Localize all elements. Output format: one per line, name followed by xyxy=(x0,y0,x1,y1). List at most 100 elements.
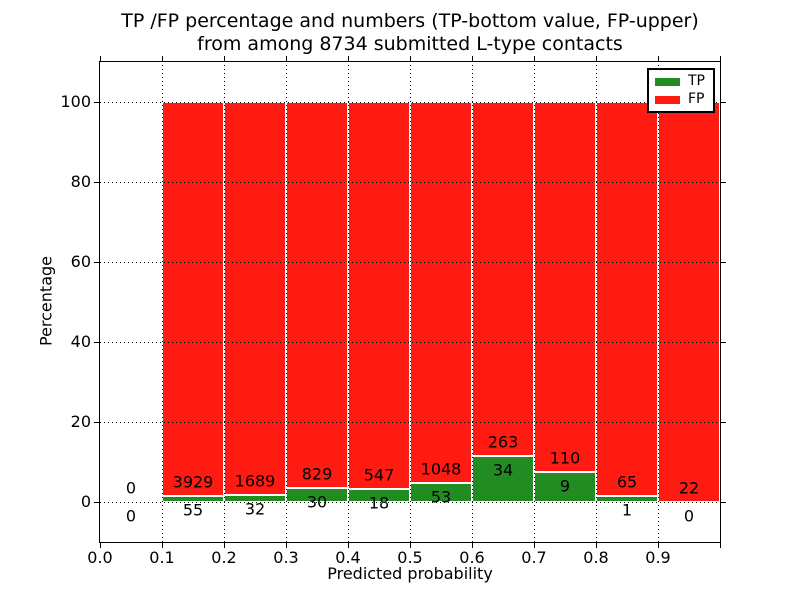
fp-count-label: 65 xyxy=(616,472,638,492)
x-tick-mark-top xyxy=(99,56,101,61)
x-gridline xyxy=(596,62,597,542)
x-tick-mark-bottom xyxy=(223,543,225,548)
x-tick-label: 0.9 xyxy=(645,548,671,567)
tp-count-label: 53 xyxy=(430,487,452,507)
bar-fp xyxy=(658,102,720,502)
x-tick-label: 0.5 xyxy=(397,548,423,567)
fp-count-label: 1689 xyxy=(234,471,276,491)
x-gridline xyxy=(410,62,411,542)
bar-tp xyxy=(534,471,596,502)
tp-count-label: 55 xyxy=(182,500,204,520)
x-tick-label: 0.6 xyxy=(459,548,485,567)
tp-count-label: 0 xyxy=(125,506,137,526)
legend-item-tp: TP xyxy=(655,74,707,89)
tp-count-label: 34 xyxy=(492,460,514,480)
x-gridline xyxy=(162,62,163,542)
x-tick-label: 0.1 xyxy=(149,548,175,567)
bar-fp xyxy=(410,102,472,483)
y-tick-mark-left xyxy=(94,422,99,423)
x-tick-label: 0.8 xyxy=(583,548,609,567)
bar-fp xyxy=(596,102,658,496)
x-gridline xyxy=(348,62,349,542)
legend-item-fp: FP xyxy=(655,92,707,107)
x-tick-mark-bottom xyxy=(409,543,411,548)
x-tick-mark-top xyxy=(409,56,411,61)
y-tick-mark-left xyxy=(94,262,99,263)
x-tick-mark-bottom xyxy=(595,543,597,548)
x-gridline xyxy=(286,62,287,542)
bar-fp xyxy=(348,102,410,490)
legend-label-fp: FP xyxy=(688,91,705,107)
x-tick-mark-bottom xyxy=(719,543,721,548)
y-tick-label: 100 xyxy=(60,92,91,111)
x-tick-mark-bottom xyxy=(533,543,535,548)
tp-count-label: 30 xyxy=(306,492,328,512)
tp-count-label: 18 xyxy=(368,493,390,513)
tp-count-label: 9 xyxy=(559,476,571,496)
legend-swatch-tp-icon xyxy=(655,77,680,86)
y-tick-mark-left xyxy=(94,342,99,343)
fp-count-label: 3929 xyxy=(172,472,214,492)
y-tick-mark-right xyxy=(721,422,726,423)
fp-count-label: 547 xyxy=(363,465,395,485)
x-tick-mark-bottom xyxy=(657,543,659,548)
y-tick-label: 60 xyxy=(70,252,91,271)
fp-count-label: 110 xyxy=(549,448,581,468)
x-tick-label: 0.2 xyxy=(211,548,237,567)
y-tick-mark-right xyxy=(721,502,726,503)
legend: TP FP xyxy=(647,68,715,113)
y-tick-mark-left xyxy=(94,502,99,503)
x-tick-mark-top xyxy=(719,56,721,61)
y-tick-mark-right xyxy=(721,182,726,183)
x-tick-label: 0.4 xyxy=(335,548,361,567)
plot-area: TP FP 0 0 3929 55 1689 32 829 30 547 18 1048 53 263 3… xyxy=(60,56,726,567)
x-tick-mark-bottom xyxy=(347,543,349,548)
chart-title-line2: from among 8734 submitted L-type contact… xyxy=(197,33,623,55)
x-gridline xyxy=(224,62,225,542)
bar-fp xyxy=(286,102,348,489)
fp-count-label: 22 xyxy=(678,478,700,498)
x-tick-label: 0.7 xyxy=(521,548,547,567)
x-gridline xyxy=(534,62,535,542)
x-tick-label: 0.3 xyxy=(273,548,299,567)
x-tick-mark-bottom xyxy=(471,543,473,548)
bar-fp xyxy=(224,102,286,495)
x-gridline xyxy=(472,62,473,542)
x-tick-mark-top xyxy=(595,56,597,61)
fp-count-label: 1048 xyxy=(420,459,462,479)
fp-count-label: 0 xyxy=(125,478,137,498)
chart-title: TP /FP percentage and numbers (TP-bottom… xyxy=(99,10,721,56)
y-tick-label: 20 xyxy=(70,412,91,431)
x-tick-mark-top xyxy=(657,56,659,61)
y-tick-mark-right xyxy=(721,342,726,343)
y-tick-mark-left xyxy=(94,102,99,103)
x-tick-mark-top xyxy=(285,56,287,61)
tp-count-label: 0 xyxy=(683,506,695,526)
y-tick-mark-right xyxy=(721,262,726,263)
y-tick-label: 80 xyxy=(70,172,91,191)
fp-count-label: 263 xyxy=(487,432,519,452)
bar-fp xyxy=(162,102,224,497)
x-tick-mark-bottom xyxy=(161,543,163,548)
x-tick-mark-bottom xyxy=(285,543,287,548)
x-gridline xyxy=(658,62,659,542)
y-tick-mark-left xyxy=(94,182,99,183)
x-tick-mark-top xyxy=(471,56,473,61)
x-axis-label: Predicted probability xyxy=(327,564,493,583)
y-tick-label: 40 xyxy=(70,332,91,351)
chart-title-line1: TP /FP percentage and numbers (TP-bottom… xyxy=(121,10,699,32)
bar-fp xyxy=(472,102,534,457)
x-tick-mark-top xyxy=(223,56,225,61)
legend-label-tp: TP xyxy=(688,73,705,89)
x-tick-mark-top xyxy=(161,56,163,61)
tp-count-label: 1 xyxy=(621,500,633,520)
y-tick-label: 0 xyxy=(80,492,91,511)
x-tick-label: 0.0 xyxy=(87,548,113,567)
x-tick-mark-bottom xyxy=(99,543,101,548)
x-tick-mark-top xyxy=(533,56,535,61)
legend-swatch-fp-icon xyxy=(655,95,680,104)
tp-count-label: 32 xyxy=(244,499,266,519)
y-tick-mark-right xyxy=(721,102,726,103)
x-tick-mark-top xyxy=(347,56,349,61)
